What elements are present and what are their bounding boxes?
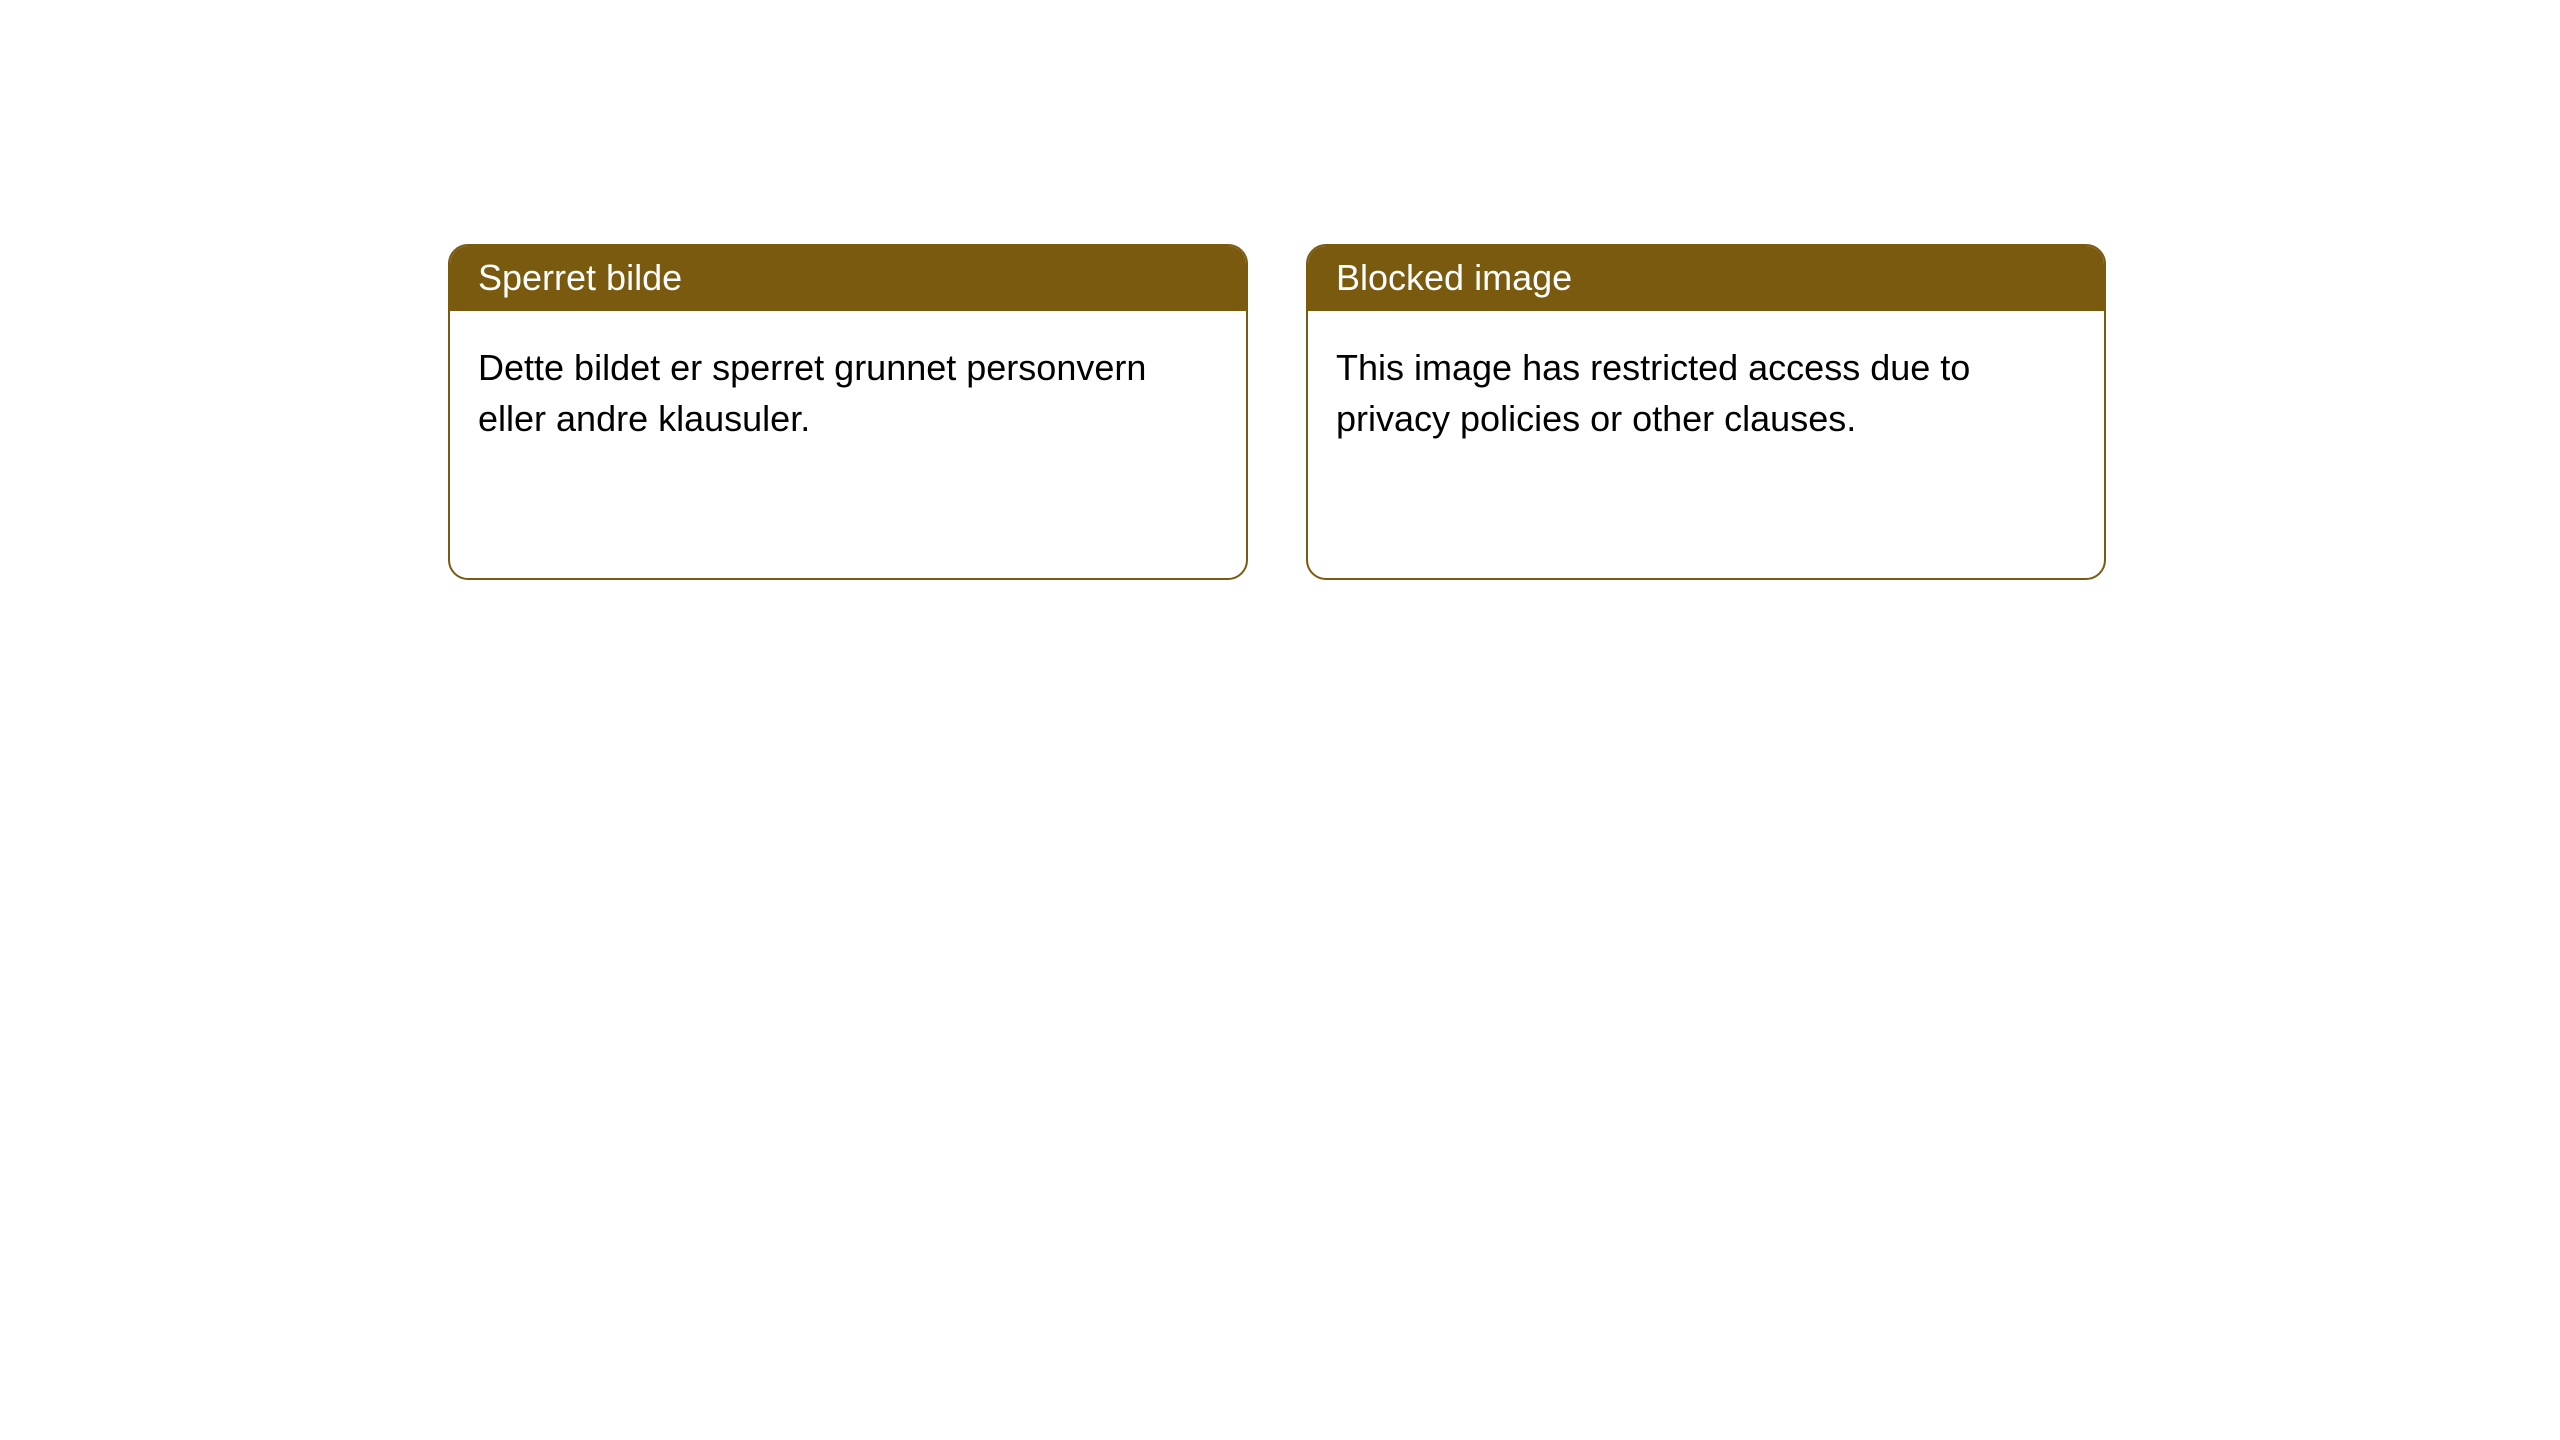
notice-body: Dette bildet er sperret grunnet personve… bbox=[450, 311, 1246, 578]
notice-container: Sperret bilde Dette bildet er sperret gr… bbox=[448, 244, 2106, 580]
notice-card-norwegian: Sperret bilde Dette bildet er sperret gr… bbox=[448, 244, 1248, 580]
notice-header: Sperret bilde bbox=[450, 246, 1246, 311]
notice-card-english: Blocked image This image has restricted … bbox=[1306, 244, 2106, 580]
notice-header: Blocked image bbox=[1308, 246, 2104, 311]
notice-body: This image has restricted access due to … bbox=[1308, 311, 2104, 578]
